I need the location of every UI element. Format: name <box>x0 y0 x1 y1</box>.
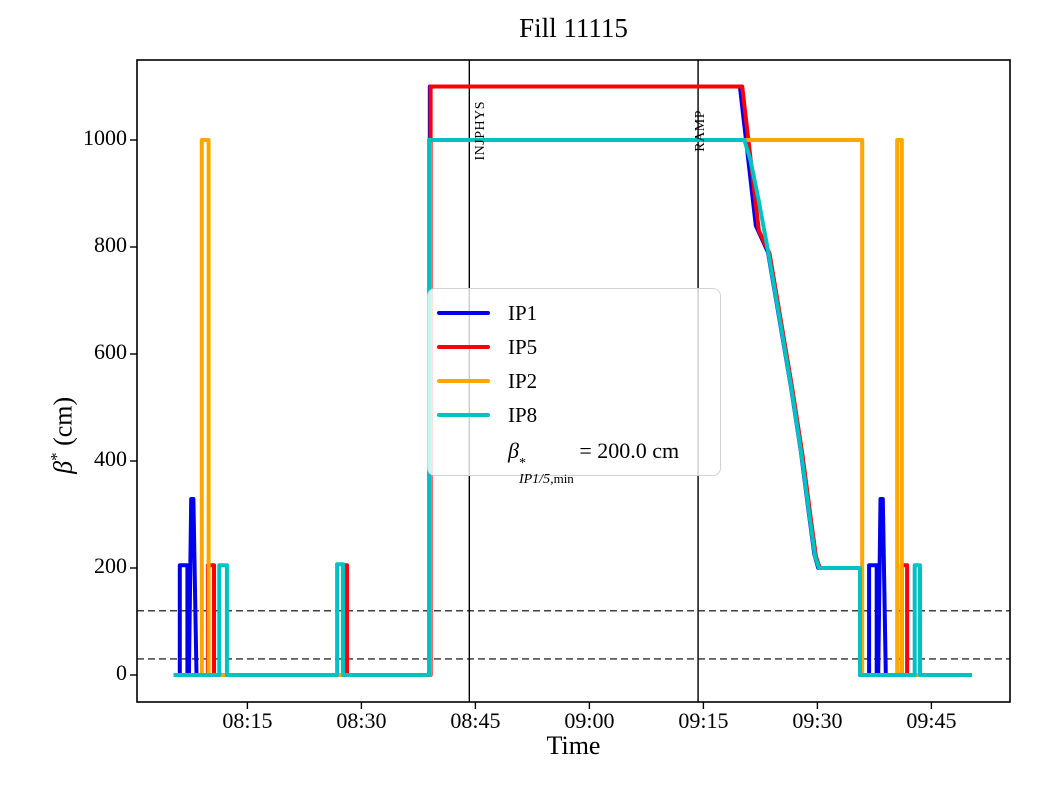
legend-label: IP1 <box>508 300 538 325</box>
chart-title: Fill 11115 <box>519 13 628 43</box>
y-tick-label: 200 <box>94 553 127 578</box>
legend-swatch-ip8 <box>437 413 490 417</box>
x-tick-label: 08:45 <box>450 708 501 733</box>
y-tick-label: 400 <box>94 446 127 471</box>
vline-label-ramp: RAMP <box>692 110 708 152</box>
legend-entry-ip1: IP1 <box>437 296 720 330</box>
y-tick-label: 0 <box>116 660 127 685</box>
x-tick-label: 09:15 <box>678 708 729 733</box>
formula-sup: * <box>518 456 526 471</box>
y-axis-unit: (cm) <box>48 396 78 453</box>
formula-sub-roman: min <box>553 470 574 486</box>
x-tick-label: 08:30 <box>336 708 387 733</box>
legend-swatch-ip2 <box>437 379 490 383</box>
y-tick-label: 800 <box>94 232 127 257</box>
formula-sub: IP1/5,min <box>518 470 574 488</box>
y-tick-label: 1000 <box>83 125 127 150</box>
legend-label: IP5 <box>508 334 538 359</box>
legend-label: IP2 <box>508 368 538 393</box>
legend-entry-ip2: IP2 <box>437 364 720 398</box>
legend-swatch-ip5 <box>437 345 490 349</box>
legend-label: IP8 <box>508 402 538 427</box>
y-tick-label: 600 <box>94 339 127 364</box>
legend-entry-ip8: IP8 <box>437 398 720 432</box>
legend-swatch-ip1 <box>437 311 490 315</box>
formula-supsub: * IP1/5,min <box>518 456 574 488</box>
formula-value: = 200.0 cm <box>573 438 680 463</box>
legend-entry-ip5: IP5 <box>437 330 720 364</box>
x-axis-label: Time <box>546 731 601 760</box>
x-tick-label: 09:00 <box>564 708 615 733</box>
x-tick-label: 09:30 <box>792 708 843 733</box>
legend: IP1 IP5 IP2 IP8 β * IP1/5,min = 200.0 cm <box>427 288 721 487</box>
beta-min-annotation: β * IP1/5,min = 200.0 cm <box>508 438 720 487</box>
formula-beta: β <box>508 438 519 463</box>
x-tick-label: 09:45 <box>906 708 957 733</box>
vline-label-injphys: INJPHYS <box>473 101 489 161</box>
formula-sub-italic: IP1/5, <box>518 471 554 487</box>
x-tick-label: 08:15 <box>222 708 273 733</box>
